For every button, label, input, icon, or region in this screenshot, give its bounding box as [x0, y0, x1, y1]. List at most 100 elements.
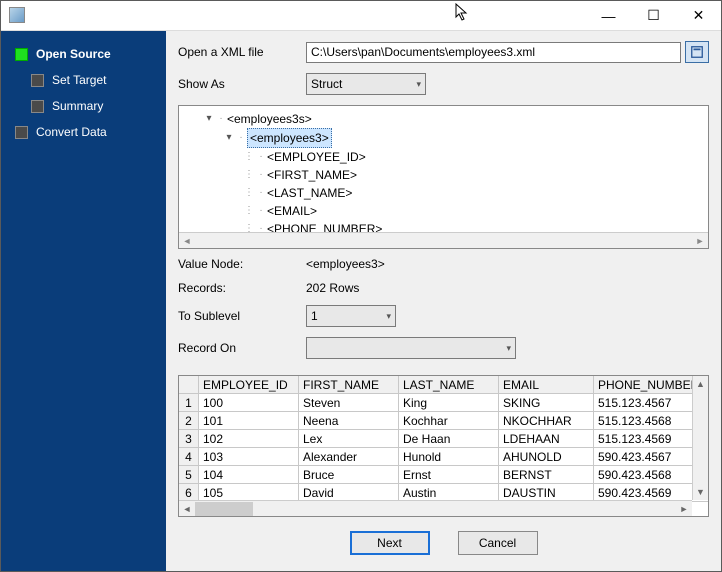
- scroll-thumb[interactable]: [195, 502, 253, 516]
- column-header[interactable]: LAST_NAME: [399, 376, 499, 394]
- leaf-icon: ⋮: [243, 220, 255, 232]
- cell[interactable]: Hunold: [399, 448, 499, 466]
- sidebar-item-open-source[interactable]: Open Source: [1, 41, 166, 67]
- cell[interactable]: BERNST: [499, 466, 594, 484]
- cell[interactable]: Kochhar: [399, 412, 499, 430]
- node-icon: ·: [235, 129, 247, 147]
- sidebar-item-label: Summary: [52, 99, 103, 113]
- file-path-input[interactable]: [306, 42, 681, 63]
- row-header[interactable]: 2: [179, 412, 199, 430]
- cell[interactable]: 104: [199, 466, 299, 484]
- cell[interactable]: 103: [199, 448, 299, 466]
- tree-node[interactable]: ⋮·<PHONE_NUMBER>: [185, 220, 702, 232]
- column-header[interactable]: EMPLOYEE_ID: [199, 376, 299, 394]
- leaf-icon: ⋮: [243, 148, 255, 166]
- record-on-select[interactable]: ▾: [306, 337, 516, 359]
- column-header[interactable]: EMAIL: [499, 376, 594, 394]
- scroll-right-icon: ►: [692, 233, 708, 248]
- scroll-right-icon: ►: [676, 501, 692, 516]
- records-label: Records:: [178, 281, 306, 295]
- tree-node-label: <PHONE_NUMBER>: [267, 220, 382, 232]
- chevron-down-icon: ▾: [416, 79, 421, 90]
- cell[interactable]: 100: [199, 394, 299, 412]
- minimize-button[interactable]: —: [586, 1, 631, 30]
- node-icon: ·: [215, 110, 227, 128]
- scroll-left-icon: ◄: [179, 501, 195, 516]
- tree-hscrollbar[interactable]: ◄►: [179, 232, 708, 248]
- cell[interactable]: Neena: [299, 412, 399, 430]
- tree-node-selected[interactable]: ▾·<employees3>: [185, 128, 702, 148]
- step-icon: [15, 126, 28, 139]
- grid-vscrollbar[interactable]: ▲▼: [692, 376, 708, 500]
- column-header[interactable]: FIRST_NAME: [299, 376, 399, 394]
- sublevel-value: 1: [311, 309, 318, 323]
- tree-node[interactable]: ⋮·<EMPLOYEE_ID>: [185, 148, 702, 166]
- tree-node[interactable]: ⋮·<LAST_NAME>: [185, 184, 702, 202]
- cell[interactable]: SKING: [499, 394, 594, 412]
- cell[interactable]: NKOCHHAR: [499, 412, 594, 430]
- cell[interactable]: 102: [199, 430, 299, 448]
- value-node-value: <employees3>: [306, 257, 709, 271]
- node-icon: ·: [255, 220, 267, 232]
- chevron-down-icon: ▾: [386, 311, 391, 322]
- record-on-label: Record On: [178, 341, 306, 355]
- cell[interactable]: Lex: [299, 430, 399, 448]
- tree-node-label: <FIRST_NAME>: [267, 166, 357, 184]
- tree-node[interactable]: ⋮·<FIRST_NAME>: [185, 166, 702, 184]
- tree-node-label: <employees3>: [247, 128, 332, 148]
- data-grid: EMPLOYEE_IDFIRST_NAMELAST_NAMEEMAILPHONE…: [178, 375, 709, 517]
- cell[interactable]: De Haan: [399, 430, 499, 448]
- tree-node-root[interactable]: ▾·<employees3s>: [185, 110, 702, 128]
- node-icon: ·: [255, 148, 267, 166]
- records-value: 202 Rows: [306, 281, 709, 295]
- cursor-icon: [455, 3, 469, 21]
- leaf-icon: ⋮: [243, 166, 255, 184]
- show-as-value: Struct: [311, 77, 342, 91]
- grid-hscrollbar[interactable]: ◄►: [179, 500, 692, 516]
- row-header[interactable]: 1: [179, 394, 199, 412]
- cell[interactable]: 101: [199, 412, 299, 430]
- chevron-down-icon: ▾: [506, 343, 511, 354]
- sidebar-item-convert-data[interactable]: Convert Data: [1, 119, 166, 145]
- sublevel-select[interactable]: 1▾: [306, 305, 396, 327]
- close-button[interactable]: ✕: [676, 1, 721, 30]
- step-icon: [31, 100, 44, 113]
- open-file-label: Open a XML file: [178, 45, 306, 59]
- scroll-up-icon: ▲: [693, 376, 708, 392]
- tree-node-label: <employees3s>: [227, 110, 312, 128]
- sidebar-item-label: Convert Data: [36, 125, 107, 139]
- row-header[interactable]: 3: [179, 430, 199, 448]
- node-icon: ·: [255, 202, 267, 220]
- xml-tree: ▾·<employees3s> ▾·<employees3> ⋮·<EMPLOY…: [178, 105, 709, 249]
- sidebar: Open Source Set Target Summary Convert D…: [1, 31, 166, 571]
- maximize-button[interactable]: ☐: [631, 1, 676, 30]
- sidebar-item-summary[interactable]: Summary: [1, 93, 166, 119]
- leaf-icon: ⋮: [243, 202, 255, 220]
- next-button[interactable]: Next: [350, 531, 430, 555]
- scroll-left-icon: ◄: [179, 233, 195, 248]
- tree-node-label: <EMPLOYEE_ID>: [267, 148, 366, 166]
- cell[interactable]: AHUNOLD: [499, 448, 594, 466]
- node-icon: ·: [255, 184, 267, 202]
- row-header[interactable]: 4: [179, 448, 199, 466]
- sidebar-item-label: Set Target: [52, 73, 106, 87]
- cell[interactable]: LDEHAAN: [499, 430, 594, 448]
- show-as-label: Show As: [178, 77, 306, 91]
- cell[interactable]: Bruce: [299, 466, 399, 484]
- tree-node[interactable]: ⋮·<EMAIL>: [185, 202, 702, 220]
- cell[interactable]: Ernst: [399, 466, 499, 484]
- show-as-select[interactable]: Struct ▾: [306, 73, 426, 95]
- cell[interactable]: King: [399, 394, 499, 412]
- leaf-icon: ⋮: [243, 184, 255, 202]
- browse-button[interactable]: [685, 41, 709, 63]
- cell[interactable]: Alexander: [299, 448, 399, 466]
- browse-icon: [690, 45, 704, 59]
- titlebar: — ☐ ✕: [1, 1, 721, 31]
- collapse-icon: ▾: [203, 110, 215, 128]
- row-header[interactable]: 5: [179, 466, 199, 484]
- scroll-down-icon: ▼: [693, 484, 708, 500]
- cancel-button[interactable]: Cancel: [458, 531, 538, 555]
- tree-node-label: <EMAIL>: [267, 202, 317, 220]
- sidebar-item-set-target[interactable]: Set Target: [1, 67, 166, 93]
- cell[interactable]: Steven: [299, 394, 399, 412]
